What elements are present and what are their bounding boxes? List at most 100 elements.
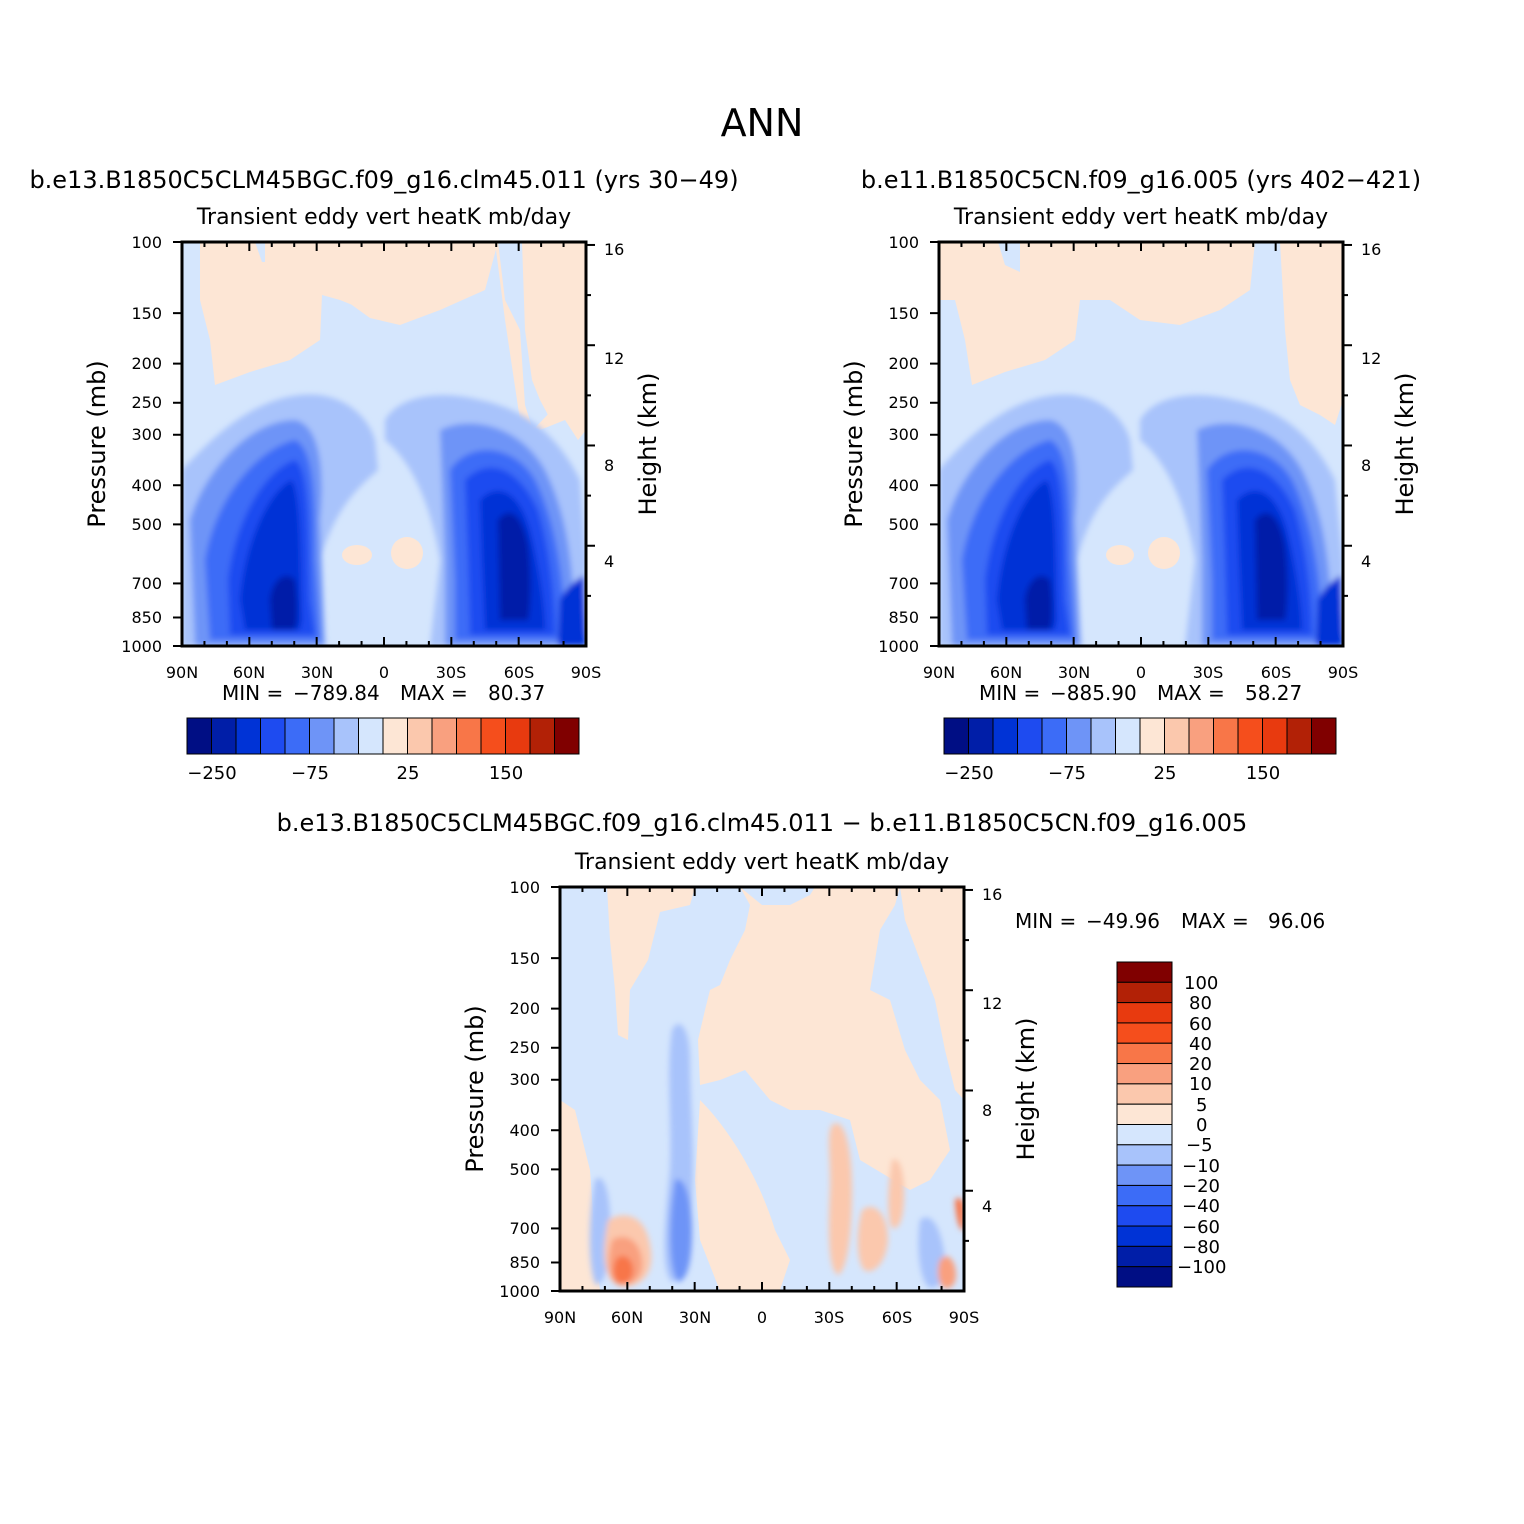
colorbar-label: −75	[1048, 763, 1086, 784]
y-tick-label: 1000	[878, 637, 919, 656]
x-tick-label: 30N	[1058, 663, 1090, 682]
positive-region-upper-right	[1280, 242, 1343, 425]
colorbar-label: 100	[1184, 973, 1218, 994]
y-tick-label: 500	[888, 515, 919, 534]
y-tick-label: 150	[888, 304, 919, 323]
colorbar-swatch	[284, 717, 310, 755]
panel-title: b.e11.B1850C5CN.f09_g16.005 (yrs 402−421…	[861, 166, 1421, 194]
y-tick-label: 1000	[499, 1282, 540, 1301]
colorbar-label: 150	[489, 763, 523, 784]
colorbar-swatch	[554, 717, 580, 755]
x-tick-label: 90S	[1328, 663, 1359, 682]
panel-subtitle: Transient eddy vert heatK mb/day	[574, 850, 949, 875]
negative-contours	[939, 394, 1343, 646]
colorbar-swatch	[1116, 961, 1173, 983]
colorbar-swatch	[1116, 1022, 1173, 1044]
colorbar-swatch	[1164, 717, 1190, 755]
y-tick-label: 100	[888, 233, 919, 252]
colorbar-swatch	[358, 717, 384, 755]
diff-contours	[589, 1024, 964, 1289]
colorbar-swatch	[1116, 1245, 1173, 1268]
colorbar-swatch	[407, 717, 433, 755]
colorbar-label: −40	[1182, 1196, 1220, 1217]
colorbar-swatch	[1115, 717, 1141, 755]
contour-level	[270, 576, 298, 630]
colorbar-label: 0	[1196, 1115, 1207, 1136]
max-label: MAX =	[1157, 681, 1225, 705]
positive-blob-left	[1106, 545, 1134, 565]
positive-region-lower	[695, 1100, 790, 1291]
y-axis-label: Pressure (mb)	[840, 360, 868, 527]
colorbar-swatch	[1116, 1144, 1173, 1166]
y-tick-label: 300	[509, 1070, 540, 1089]
min-value: −789.84	[293, 681, 380, 705]
y-right-tick-label: 8	[982, 1101, 992, 1120]
y-tick-label: 850	[888, 608, 919, 627]
colorbar-label: 25	[397, 763, 420, 784]
y-axis-label: Pressure (mb)	[83, 360, 111, 527]
y-tick-label: 400	[888, 476, 919, 495]
y-right-tick-label: 12	[604, 349, 624, 368]
y-tick-label: 1000	[121, 637, 162, 656]
x-tick-label: 0	[1136, 663, 1146, 682]
colorbar-swatch	[456, 717, 482, 755]
x-tick-label: 0	[379, 663, 389, 682]
colorbar-swatch	[211, 717, 237, 755]
x-tick-labels: 90N 60N 30N 0 30S 60S 90S	[544, 1308, 979, 1327]
colorbar-swatch	[1090, 717, 1116, 755]
y-right-tick-label: 16	[1361, 240, 1381, 259]
panel-subtitle: Transient eddy vert heatK mb/day	[196, 205, 571, 230]
x-tick-label: 90S	[949, 1308, 980, 1327]
y-right-tick-label: 8	[1361, 456, 1371, 475]
colorbar-swatch	[1311, 717, 1337, 755]
y-right-tick-label: 4	[1361, 552, 1371, 571]
colorbar-swatch	[480, 717, 506, 755]
y-right-axis-label: Height (km)	[634, 373, 662, 516]
x-tick-label: 90N	[166, 663, 198, 682]
colorbar-swatch	[260, 717, 286, 755]
colorbar-swatch	[431, 717, 457, 755]
colorbar-label: −250	[944, 763, 993, 784]
panel-title: b.e13.B1850C5CLM45BGC.f09_g16.clm45.011 …	[277, 809, 1248, 837]
positive-region-upper-left	[200, 242, 586, 430]
colorbar-swatch	[943, 717, 969, 755]
colorbar-swatch	[992, 717, 1018, 755]
y-right-tick-labels: 16 12 8 4	[982, 885, 1002, 1216]
positive-region-upper-left	[939, 242, 1255, 385]
y-tick-label: 700	[131, 574, 162, 593]
min-label: MIN =	[979, 681, 1040, 705]
y-tick-label: 500	[131, 515, 162, 534]
contour-level	[828, 1123, 852, 1275]
page-title: ANN	[721, 101, 804, 145]
y-tick-labels: 100 150 200 250 300 400 500 700 850 1000	[499, 878, 540, 1301]
max-value: 96.06	[1268, 909, 1325, 933]
colorbar-swatch	[309, 717, 335, 755]
max-label: MAX =	[400, 681, 468, 705]
y-tick-label: 300	[131, 425, 162, 444]
y-right-tick-label: 12	[982, 994, 1002, 1013]
y-tick-label: 300	[888, 425, 919, 444]
y-tick-labels: 100 150 200 250 300 400 500 700 850 1000	[121, 233, 162, 656]
min-value: −49.96	[1086, 909, 1160, 933]
colorbar-swatch	[333, 717, 359, 755]
y-tick-label: 100	[509, 878, 540, 897]
contour-field	[560, 887, 964, 1291]
colorbar-label: −75	[291, 763, 329, 784]
y-tick-label: 250	[131, 393, 162, 412]
colorbar-swatch	[1116, 1002, 1173, 1024]
y-tick-label: 400	[509, 1121, 540, 1140]
colorbar-swatch	[1116, 1164, 1173, 1186]
colorbar-label: −10	[1182, 1156, 1220, 1177]
min-label: MIN =	[222, 681, 283, 705]
colorbar-swatch	[1017, 717, 1043, 755]
y-tick-label: 200	[888, 354, 919, 373]
y-right-tick-labels: 16 12 8 4	[604, 240, 624, 571]
contour-level	[498, 513, 531, 620]
colorbar-swatch	[968, 717, 994, 755]
colorbar-label: 60	[1189, 1014, 1212, 1035]
y-tick-label: 150	[131, 304, 162, 323]
contour-level	[937, 1256, 956, 1289]
y-tick-label: 250	[509, 1038, 540, 1057]
x-tick-label: 90N	[923, 663, 955, 682]
